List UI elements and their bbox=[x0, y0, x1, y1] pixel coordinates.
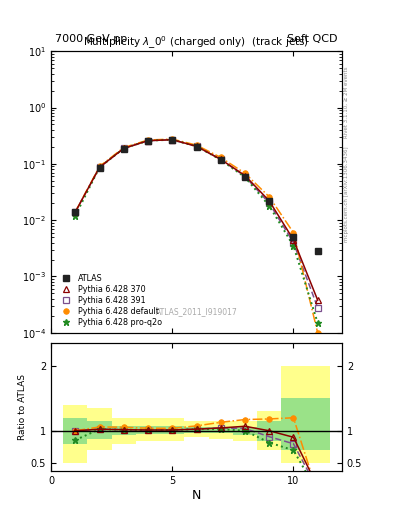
Bar bbox=[184, 427, 209, 433]
ATLAS bbox=[170, 137, 174, 143]
Pythia 6.428 391 bbox=[194, 143, 199, 150]
ATLAS bbox=[315, 248, 320, 254]
Pythia 6.428 pro-q2o bbox=[97, 164, 102, 170]
Bar bbox=[160, 425, 184, 434]
Bar bbox=[63, 418, 88, 444]
Pythia 6.428 391 bbox=[242, 173, 247, 179]
Pythia 6.428 pro-q2o bbox=[194, 143, 199, 150]
Pythia 6.428 pro-q2o bbox=[291, 243, 296, 249]
Pythia 6.428 default bbox=[242, 170, 247, 176]
Pythia 6.428 391 bbox=[146, 138, 151, 144]
Bar bbox=[136, 425, 160, 434]
Pythia 6.428 370 bbox=[315, 297, 320, 303]
Pythia 6.428 pro-q2o bbox=[267, 203, 272, 209]
Bar bbox=[112, 425, 136, 435]
Pythia 6.428 391 bbox=[170, 137, 174, 143]
Bar bbox=[184, 421, 209, 437]
Bar bbox=[160, 418, 184, 440]
Pythia 6.428 370 bbox=[194, 143, 199, 150]
Pythia 6.428 pro-q2o bbox=[73, 212, 78, 219]
Pythia 6.428 391 bbox=[219, 156, 223, 162]
Pythia 6.428 pro-q2o bbox=[146, 138, 151, 144]
Pythia 6.428 default bbox=[219, 154, 223, 160]
Bar bbox=[257, 411, 281, 450]
Pythia 6.428 default bbox=[315, 330, 320, 336]
Pythia 6.428 370 bbox=[170, 137, 174, 143]
Bar bbox=[306, 398, 330, 450]
Text: Rivet 3.1.10, ≥ 2M events: Rivet 3.1.10, ≥ 2M events bbox=[344, 67, 349, 138]
Line: Pythia 6.428 pro-q2o: Pythia 6.428 pro-q2o bbox=[72, 136, 321, 326]
Pythia 6.428 370 bbox=[219, 156, 223, 162]
Pythia 6.428 default bbox=[194, 142, 199, 148]
ATLAS bbox=[97, 165, 102, 171]
ATLAS bbox=[219, 157, 223, 163]
Pythia 6.428 default bbox=[146, 137, 151, 143]
Pythia 6.428 default bbox=[97, 163, 102, 169]
ATLAS bbox=[267, 198, 272, 204]
Y-axis label: Ratio to ATLAS: Ratio to ATLAS bbox=[18, 374, 27, 440]
Pythia 6.428 370 bbox=[146, 138, 151, 144]
Bar bbox=[306, 366, 330, 463]
Pythia 6.428 pro-q2o bbox=[242, 174, 247, 180]
ATLAS bbox=[291, 234, 296, 240]
ATLAS bbox=[242, 174, 247, 180]
Line: Pythia 6.428 default: Pythia 6.428 default bbox=[73, 136, 320, 335]
Text: mcplots.cern.ch [arXiv:1306.3436]: mcplots.cern.ch [arXiv:1306.3436] bbox=[344, 147, 349, 242]
ATLAS bbox=[73, 209, 78, 215]
Pythia 6.428 default bbox=[73, 209, 78, 215]
Pythia 6.428 391 bbox=[73, 209, 78, 215]
Pythia 6.428 pro-q2o bbox=[121, 145, 126, 152]
Text: 7000 GeV pp: 7000 GeV pp bbox=[55, 33, 127, 44]
Bar bbox=[88, 408, 112, 450]
Pythia 6.428 370 bbox=[121, 145, 126, 152]
Line: Pythia 6.428 391: Pythia 6.428 391 bbox=[73, 137, 320, 310]
Line: Pythia 6.428 370: Pythia 6.428 370 bbox=[73, 137, 320, 303]
Pythia 6.428 370 bbox=[242, 173, 247, 179]
Bar bbox=[136, 418, 160, 440]
Text: Soft QCD: Soft QCD bbox=[288, 33, 338, 44]
Bar bbox=[233, 421, 257, 440]
Pythia 6.428 pro-q2o bbox=[170, 137, 174, 143]
Pythia 6.428 default bbox=[170, 136, 174, 142]
Bar bbox=[88, 421, 112, 439]
Pythia 6.428 default bbox=[267, 194, 272, 200]
Pythia 6.428 default bbox=[291, 229, 296, 236]
Pythia 6.428 391 bbox=[291, 240, 296, 246]
Bar bbox=[209, 427, 233, 433]
Pythia 6.428 370 bbox=[291, 237, 296, 243]
Bar bbox=[281, 366, 306, 463]
Bar bbox=[209, 421, 233, 439]
Bar bbox=[257, 421, 281, 440]
Pythia 6.428 370 bbox=[267, 198, 272, 204]
Bar bbox=[233, 427, 257, 435]
Bar bbox=[112, 418, 136, 444]
Pythia 6.428 pro-q2o bbox=[315, 320, 320, 326]
Pythia 6.428 default bbox=[121, 144, 126, 151]
Title: Multiplicity $\lambda\_0^0$ (charged only)  (track jets): Multiplicity $\lambda\_0^0$ (charged onl… bbox=[83, 35, 310, 51]
Line: ATLAS: ATLAS bbox=[72, 137, 321, 254]
Text: ATLAS_2011_I919017: ATLAS_2011_I919017 bbox=[156, 307, 237, 316]
Pythia 6.428 pro-q2o bbox=[219, 157, 223, 163]
Bar bbox=[63, 405, 88, 463]
Pythia 6.428 370 bbox=[73, 209, 78, 215]
ATLAS bbox=[146, 138, 151, 144]
Pythia 6.428 391 bbox=[121, 145, 126, 152]
Pythia 6.428 391 bbox=[267, 200, 272, 206]
ATLAS bbox=[121, 146, 126, 152]
Bar bbox=[281, 398, 306, 450]
Pythia 6.428 391 bbox=[97, 164, 102, 170]
Pythia 6.428 370 bbox=[97, 164, 102, 170]
Legend: ATLAS, Pythia 6.428 370, Pythia 6.428 391, Pythia 6.428 default, Pythia 6.428 pr: ATLAS, Pythia 6.428 370, Pythia 6.428 39… bbox=[55, 272, 163, 329]
ATLAS bbox=[194, 144, 199, 150]
Pythia 6.428 391 bbox=[315, 305, 320, 311]
X-axis label: N: N bbox=[192, 488, 201, 502]
